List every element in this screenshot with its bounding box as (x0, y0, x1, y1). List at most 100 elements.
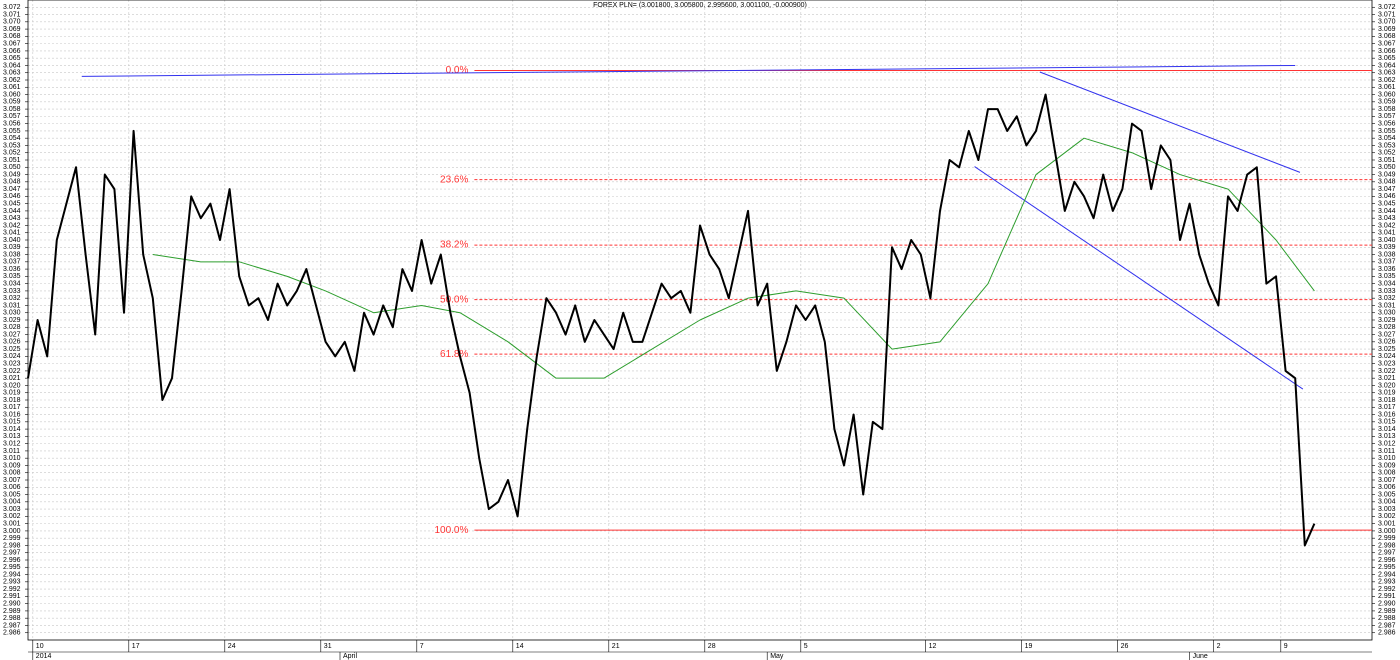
y-tick-label: 3.000 (1378, 528, 1396, 535)
y-tick-label: 3.063 (1378, 70, 1396, 77)
y-tick-label: 3.070 (3, 19, 21, 26)
y-tick-label: 3.047 (3, 186, 21, 193)
y-tick-label: 3.047 (1378, 186, 1396, 193)
y-tick-label: 3.045 (1378, 200, 1396, 207)
y-tick-label: 3.049 (1378, 171, 1396, 178)
x-tick-label: 21 (612, 643, 620, 650)
y-tick-label: 3.011 (3, 448, 20, 455)
y-tick-label: 3.066 (1378, 48, 1396, 55)
y-tick-label: 3.000 (3, 528, 21, 535)
y-tick-label: 2.993 (1378, 579, 1396, 586)
y-tick-label: 3.065 (1378, 55, 1396, 62)
y-tick-label: 3.007 (1378, 477, 1396, 484)
fib-label: 61.8% (440, 349, 468, 360)
y-tick-label: 3.034 (3, 280, 21, 287)
y-tick-label: 3.069 (3, 26, 21, 33)
trend-line (1039, 71, 1301, 173)
y-tick-label: 3.024 (3, 353, 21, 360)
y-tick-label: 3.006 (3, 484, 21, 491)
y-tick-label: 3.001 (1378, 520, 1396, 527)
y-tick-label: 3.038 (3, 251, 21, 258)
y-tick-label: 3.042 (1378, 222, 1396, 229)
y-tick-label: 3.048 (3, 179, 21, 186)
y-tick-label: 3.053 (3, 142, 21, 149)
y-tick-label: 3.022 (3, 368, 21, 375)
x-tick-label: 2 (1217, 643, 1221, 650)
y-tick-label: 3.003 (3, 506, 21, 513)
y-tick-label: 3.044 (3, 208, 21, 215)
y-tick-label: 3.019 (1378, 390, 1396, 397)
y-tick-label: 3.010 (1378, 455, 1396, 462)
y-tick-label: 3.057 (3, 113, 21, 120)
y-tick-label: 3.055 (3, 128, 21, 135)
y-tick-label: 3.013 (1378, 433, 1396, 440)
y-tick-label: 3.068 (1378, 33, 1396, 40)
x-tick-label: 7 (420, 643, 424, 650)
y-tick-label: 3.021 (3, 375, 21, 382)
y-tick-label: 2.999 (1378, 535, 1396, 542)
y-tick-label: 3.072 (3, 4, 21, 11)
fib-label: 50.0% (440, 294, 468, 305)
y-tick-label: 3.046 (3, 193, 21, 200)
y-tick-label: 2.996 (1378, 557, 1396, 564)
y-tick-label: 3.037 (3, 259, 21, 266)
month-label: May (770, 653, 784, 660)
y-tick-label: 3.038 (1378, 251, 1396, 258)
y-tick-label: 3.029 (3, 317, 21, 324)
month-label: April (343, 653, 357, 660)
y-tick-label: 3.002 (1378, 513, 1396, 520)
x-tick-label: 5 (804, 643, 808, 650)
y-tick-label: 3.050 (1378, 164, 1396, 171)
y-tick-label: 2.990 (1378, 600, 1396, 607)
x-tick-label: 19 (1025, 643, 1033, 650)
series-line (152, 137, 1315, 379)
y-tick-label: 3.026 (3, 339, 21, 346)
y-tick-label: 3.027 (1378, 331, 1396, 338)
y-tick-label: 3.044 (1378, 208, 1396, 215)
y-tick-label: 3.004 (1378, 499, 1396, 506)
y-tick-label: 2.994 (1378, 571, 1396, 578)
y-tick-label: 3.045 (3, 200, 21, 207)
y-tick-label: 3.012 (1378, 440, 1396, 447)
y-tick-label: 2.986 (3, 630, 21, 637)
y-tick-label: 3.027 (3, 331, 21, 338)
y-tick-label: 3.052 (1378, 150, 1396, 157)
y-tick-label: 3.071 (3, 11, 21, 18)
y-tick-label: 3.048 (1378, 179, 1396, 186)
y-tick-label: 3.010 (3, 455, 21, 462)
y-tick-label: 3.071 (1378, 11, 1396, 18)
y-tick-label: 3.009 (3, 462, 21, 469)
y-tick-label: 2.995 (3, 564, 21, 571)
y-tick-label: 2.999 (3, 535, 21, 542)
y-tick-label: 3.020 (3, 382, 21, 389)
y-tick-label: 3.014 (3, 426, 21, 433)
y-tick-label: 2.991 (1378, 593, 1396, 600)
x-tick-label: 24 (228, 643, 236, 650)
y-tick-label: 3.037 (1378, 259, 1396, 266)
y-tick-label: 3.028 (3, 324, 21, 331)
y-tick-label: 3.026 (1378, 339, 1396, 346)
y-tick-label: 3.011 (1378, 448, 1395, 455)
y-tick-label: 3.067 (3, 40, 21, 47)
y-tick-label: 3.004 (3, 499, 21, 506)
fib-label: 0.0% (446, 65, 469, 76)
y-tick-label: 3.056 (3, 120, 21, 127)
y-tick-label: 3.015 (1378, 419, 1396, 426)
y-tick-label: 3.060 (3, 91, 21, 98)
y-tick-label: 3.049 (3, 171, 21, 178)
y-tick-label: 2.994 (3, 571, 21, 578)
y-tick-label: 2.989 (1378, 608, 1396, 615)
x-tick-label: 14 (516, 643, 524, 650)
y-tick-label: 3.043 (1378, 215, 1396, 222)
y-tick-label: 3.007 (3, 477, 21, 484)
y-tick-label: 3.013 (3, 433, 21, 440)
y-tick-label: 3.029 (1378, 317, 1396, 324)
y-tick-label: 3.032 (1378, 295, 1396, 302)
y-tick-label: 3.040 (3, 237, 21, 244)
y-tick-label: 3.012 (3, 440, 21, 447)
y-tick-label: 2.997 (3, 550, 21, 557)
chart-title: FOREX PLN= (3.001800, 3.005800, 2.995600… (593, 2, 807, 9)
y-tick-label: 3.041 (1378, 230, 1396, 237)
